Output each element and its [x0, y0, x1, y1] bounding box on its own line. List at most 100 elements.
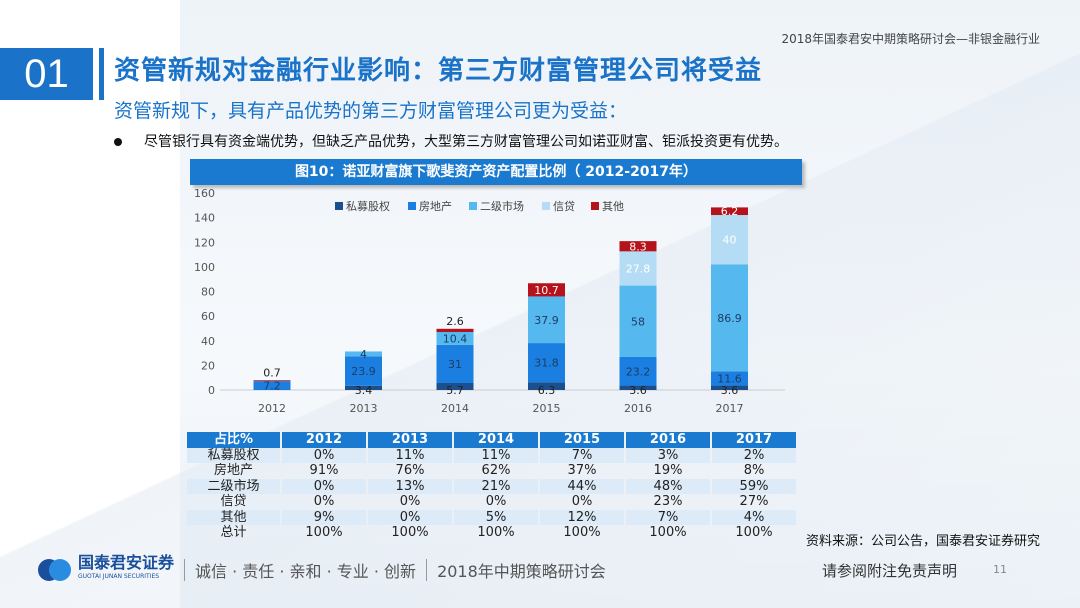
legend-swatch: [335, 202, 343, 210]
table-header-row: 占比% 2012 2013 2014 2015 2016 2017: [187, 432, 796, 448]
bar-segment: [711, 371, 748, 386]
table-cell: 100%: [735, 525, 773, 540]
divider: [184, 559, 186, 581]
data-label: 0.7: [263, 366, 281, 379]
legend-swatch: [542, 202, 550, 210]
bar-segment: [528, 296, 565, 344]
motto: 诚信 · 责任 · 亲和 · 专业 · 创新: [195, 562, 417, 581]
table-cell: 48%: [626, 478, 710, 494]
bar-segment: [619, 357, 657, 386]
table-cell: 0%: [571, 494, 593, 509]
table-cell: 11%: [454, 447, 538, 463]
table-cell: 100%: [391, 525, 429, 540]
table-cell: 3%: [626, 447, 710, 463]
divider: [426, 559, 428, 581]
bar-segment: [253, 380, 291, 382]
table-cell: 5%: [454, 509, 538, 525]
bar-segment: [619, 385, 657, 390]
y-tick-label: 20: [201, 359, 215, 372]
x-tick-label: 2017: [716, 402, 744, 415]
logo-icon: [38, 559, 72, 581]
data-label: 4: [360, 348, 367, 361]
legend-swatch: [408, 202, 416, 210]
table-cell: 100%: [649, 525, 687, 540]
table-header-cell: 2012: [282, 432, 366, 448]
x-tick-label: 2016: [624, 402, 652, 415]
data-label: 2.6: [446, 315, 464, 328]
bar-segment: [528, 343, 565, 383]
data-label: 23.9: [351, 365, 376, 378]
bar-segment: [436, 328, 474, 333]
y-tick-label: 100: [194, 261, 215, 274]
table-row: 房地产 91% 76% 62% 37% 19% 8%: [187, 463, 796, 479]
data-label: 37.9: [534, 314, 559, 327]
table-row: 私募股权 0% 11% 11% 7% 3% 2%: [187, 447, 796, 463]
y-tick-label: 140: [194, 212, 215, 225]
row-label: 总计: [220, 525, 247, 540]
y-tick-label: 160: [194, 187, 215, 200]
legend-label: 私募股权: [346, 200, 390, 213]
table-cell: 100%: [477, 525, 515, 540]
legend-swatch: [591, 202, 599, 210]
logo-cn: 国泰君安证券: [78, 553, 175, 572]
table-header-cell: 2013: [368, 432, 452, 448]
table-cell: 19%: [653, 463, 683, 478]
table-cell: 8%: [743, 463, 765, 478]
table-cell: 27%: [739, 494, 769, 509]
x-tick-label: 2013: [350, 402, 378, 415]
y-tick-label: 40: [201, 335, 215, 348]
table-row: 其他 9% 0% 5% 12% 7% 4%: [187, 509, 796, 525]
data-label: 7.2: [263, 380, 281, 393]
data-label: 10.7: [534, 284, 559, 297]
table-cell: 7%: [540, 447, 624, 463]
bar-segment: [528, 382, 565, 390]
row-label: 信贷: [220, 494, 247, 509]
bar-segment: [345, 385, 382, 390]
row-label: 其他: [187, 509, 280, 525]
section-number: 01: [0, 48, 93, 100]
company-logo: 国泰君安证券 GUOTAI JUNAN SECURITIES: [38, 553, 175, 584]
table-cell: 62%: [481, 463, 511, 478]
title-divider: [99, 48, 104, 100]
legend-label: 其他: [602, 200, 624, 213]
x-tick-label: 2014: [441, 402, 469, 415]
bar-segment: [436, 382, 474, 390]
table-cell: 0%: [282, 447, 366, 463]
table-row: 二级市场 0% 13% 21% 44% 48% 59%: [187, 478, 796, 494]
bar-segment: [345, 351, 382, 357]
table-cell: 0%: [485, 494, 507, 509]
data-label: 5.7: [446, 384, 464, 397]
bar-segment: [528, 283, 565, 297]
bar-segment: [619, 241, 657, 252]
y-tick-label: 120: [194, 236, 215, 249]
legend-label: 房地产: [419, 199, 452, 213]
disclaimer-link[interactable]: 请参阅附注免责声明: [822, 562, 958, 580]
table-cell: 0%: [313, 494, 335, 509]
data-label: 11.6: [717, 372, 742, 385]
table-header-cell: 2015: [540, 432, 624, 448]
table-cell: 12%: [540, 509, 624, 525]
footer: 国泰君安证券 GUOTAI JUNAN SECURITIES 诚信 · 责任 · …: [38, 553, 606, 584]
bar-segment: [619, 285, 657, 358]
data-label: 3.6: [629, 384, 647, 397]
chart-title: 图10：诺亚财富旗下歌斐资产资产配置比例（ 2012-2017年）: [190, 159, 802, 185]
source-note: 资料来源：公司公告，国泰君安证券研究: [806, 534, 1041, 549]
table-cell: 9%: [282, 509, 366, 525]
data-label: 58: [631, 315, 645, 328]
row-label: 私募股权: [187, 447, 280, 463]
table-row: 总计 100% 100% 100% 100% 100% 100%: [187, 525, 796, 541]
table-cell: 0%: [399, 494, 421, 509]
legend-label: 信贷: [553, 199, 575, 213]
bar-segment: [711, 207, 748, 216]
bar-segment: [436, 344, 474, 383]
table-cell: 23%: [653, 494, 683, 509]
row-label: 二级市场: [187, 478, 280, 494]
page-number: 11: [993, 563, 1007, 576]
table-cell: 0%: [368, 509, 452, 525]
data-label: 40: [723, 234, 737, 247]
bar-segment: [345, 356, 382, 386]
data-label: 27.8: [626, 262, 651, 275]
table-cell: 100%: [563, 525, 601, 540]
event-name: 2018年中期策略研讨会: [437, 562, 606, 581]
table-cell: 76%: [395, 463, 425, 478]
